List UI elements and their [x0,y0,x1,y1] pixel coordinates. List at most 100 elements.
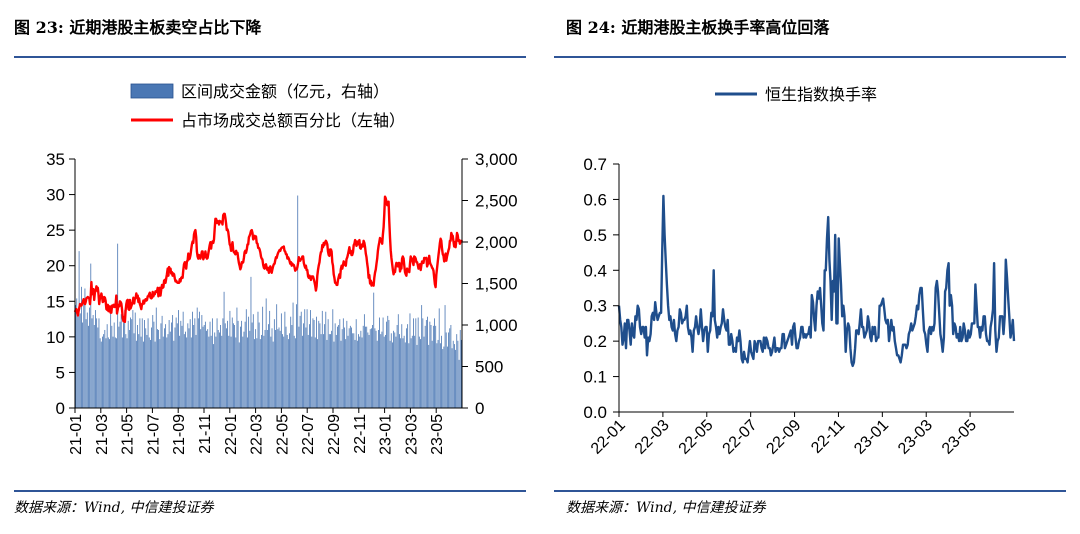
y-tick-label: 0.3 [583,297,607,316]
bar [333,341,335,408]
bar [158,329,160,408]
bar [145,328,147,408]
bar [438,308,440,408]
x-tick-label: 23-05 [429,414,446,455]
y-tick-label: 0.7 [583,155,607,174]
bar [98,318,100,408]
bar [243,331,245,408]
bar [321,310,323,408]
left-source-note: 数据来源：Wind, 中信建投证券 [14,500,214,516]
bar [317,339,319,408]
bar [431,340,433,408]
bar [151,327,152,408]
bar [126,338,128,408]
bar [445,332,447,408]
bar [366,326,368,408]
bar [299,315,301,408]
bar [128,329,130,408]
y-tick-label: 0.2 [583,332,607,351]
bar [254,339,255,408]
bar [388,320,390,408]
right-y-tick-label: 2,500 [475,192,518,211]
bar [372,325,373,408]
bar [201,315,203,408]
right-y-tick-label: 3,000 [475,150,518,169]
bar [114,337,116,408]
bar [414,335,416,408]
bar [300,311,302,408]
x-tick-label: 23-03 [895,417,936,458]
bar [174,327,176,408]
bar [434,318,435,408]
bar [255,329,257,408]
x-tick-label: 22-01 [223,414,240,455]
bar [411,335,413,408]
left-figure-panel: 图 23: 近期港股主板卖空占比下降 区间成交金额（亿元，右轴） 占市场成交总额百… [14,18,526,516]
bar [118,326,120,408]
bar [125,334,127,408]
bar [203,325,205,408]
bar [296,304,297,408]
x-tick-label: 23-01 [378,414,395,455]
bar [248,316,250,408]
bar [134,312,136,408]
x-tick-label: 22-09 [326,414,343,455]
bar [142,341,144,408]
bar [124,310,126,408]
bar [435,325,437,408]
right-figure-title: 图 24: 近期港股主板换手率高位回落 [566,14,829,38]
bar [187,323,189,408]
legend-line-label: 占市场成交总额百分比（左轴） [181,112,405,130]
bar [437,339,439,408]
bar [141,318,143,408]
left-y-tick-label: 10 [46,328,65,347]
bar [330,334,331,408]
turnover-line-series [617,194,1016,368]
bar [154,341,156,408]
bar [155,307,157,408]
bar [298,326,300,408]
bar [306,309,308,408]
bar [413,318,414,408]
bar [446,346,448,408]
bar [328,334,330,408]
bar [107,337,109,408]
bar [402,338,404,408]
bar [182,311,184,408]
bar [453,344,455,408]
bar [150,339,151,408]
bar [120,314,122,408]
bar [144,320,145,408]
bar [235,337,237,408]
bar [369,329,371,408]
bar [353,333,355,408]
bar [335,334,337,408]
bar [410,338,412,408]
bar [130,317,131,408]
bar [95,310,96,408]
right-y-tick-label: 0 [475,399,484,418]
bar [103,334,105,408]
bar [270,336,272,408]
bar [381,331,383,408]
bar [77,316,79,408]
bar [418,336,420,408]
bar [257,311,259,408]
x-tick-label: 22-09 [763,417,804,458]
bar [382,317,384,408]
bar [407,324,409,408]
bar [397,314,399,408]
bar [311,336,313,408]
bar [297,195,299,408]
bar [206,330,207,408]
bar [93,325,95,408]
bar [276,304,278,408]
right-source-note: 数据来源：Wind, 中信建投证券 [566,500,766,516]
bar [204,321,206,408]
bar [224,323,226,408]
bar [258,322,260,408]
left-y-tick-label: 25 [46,221,65,240]
bar [137,325,138,408]
right-y-tick-label: 1,000 [475,316,518,335]
bar [113,322,115,408]
